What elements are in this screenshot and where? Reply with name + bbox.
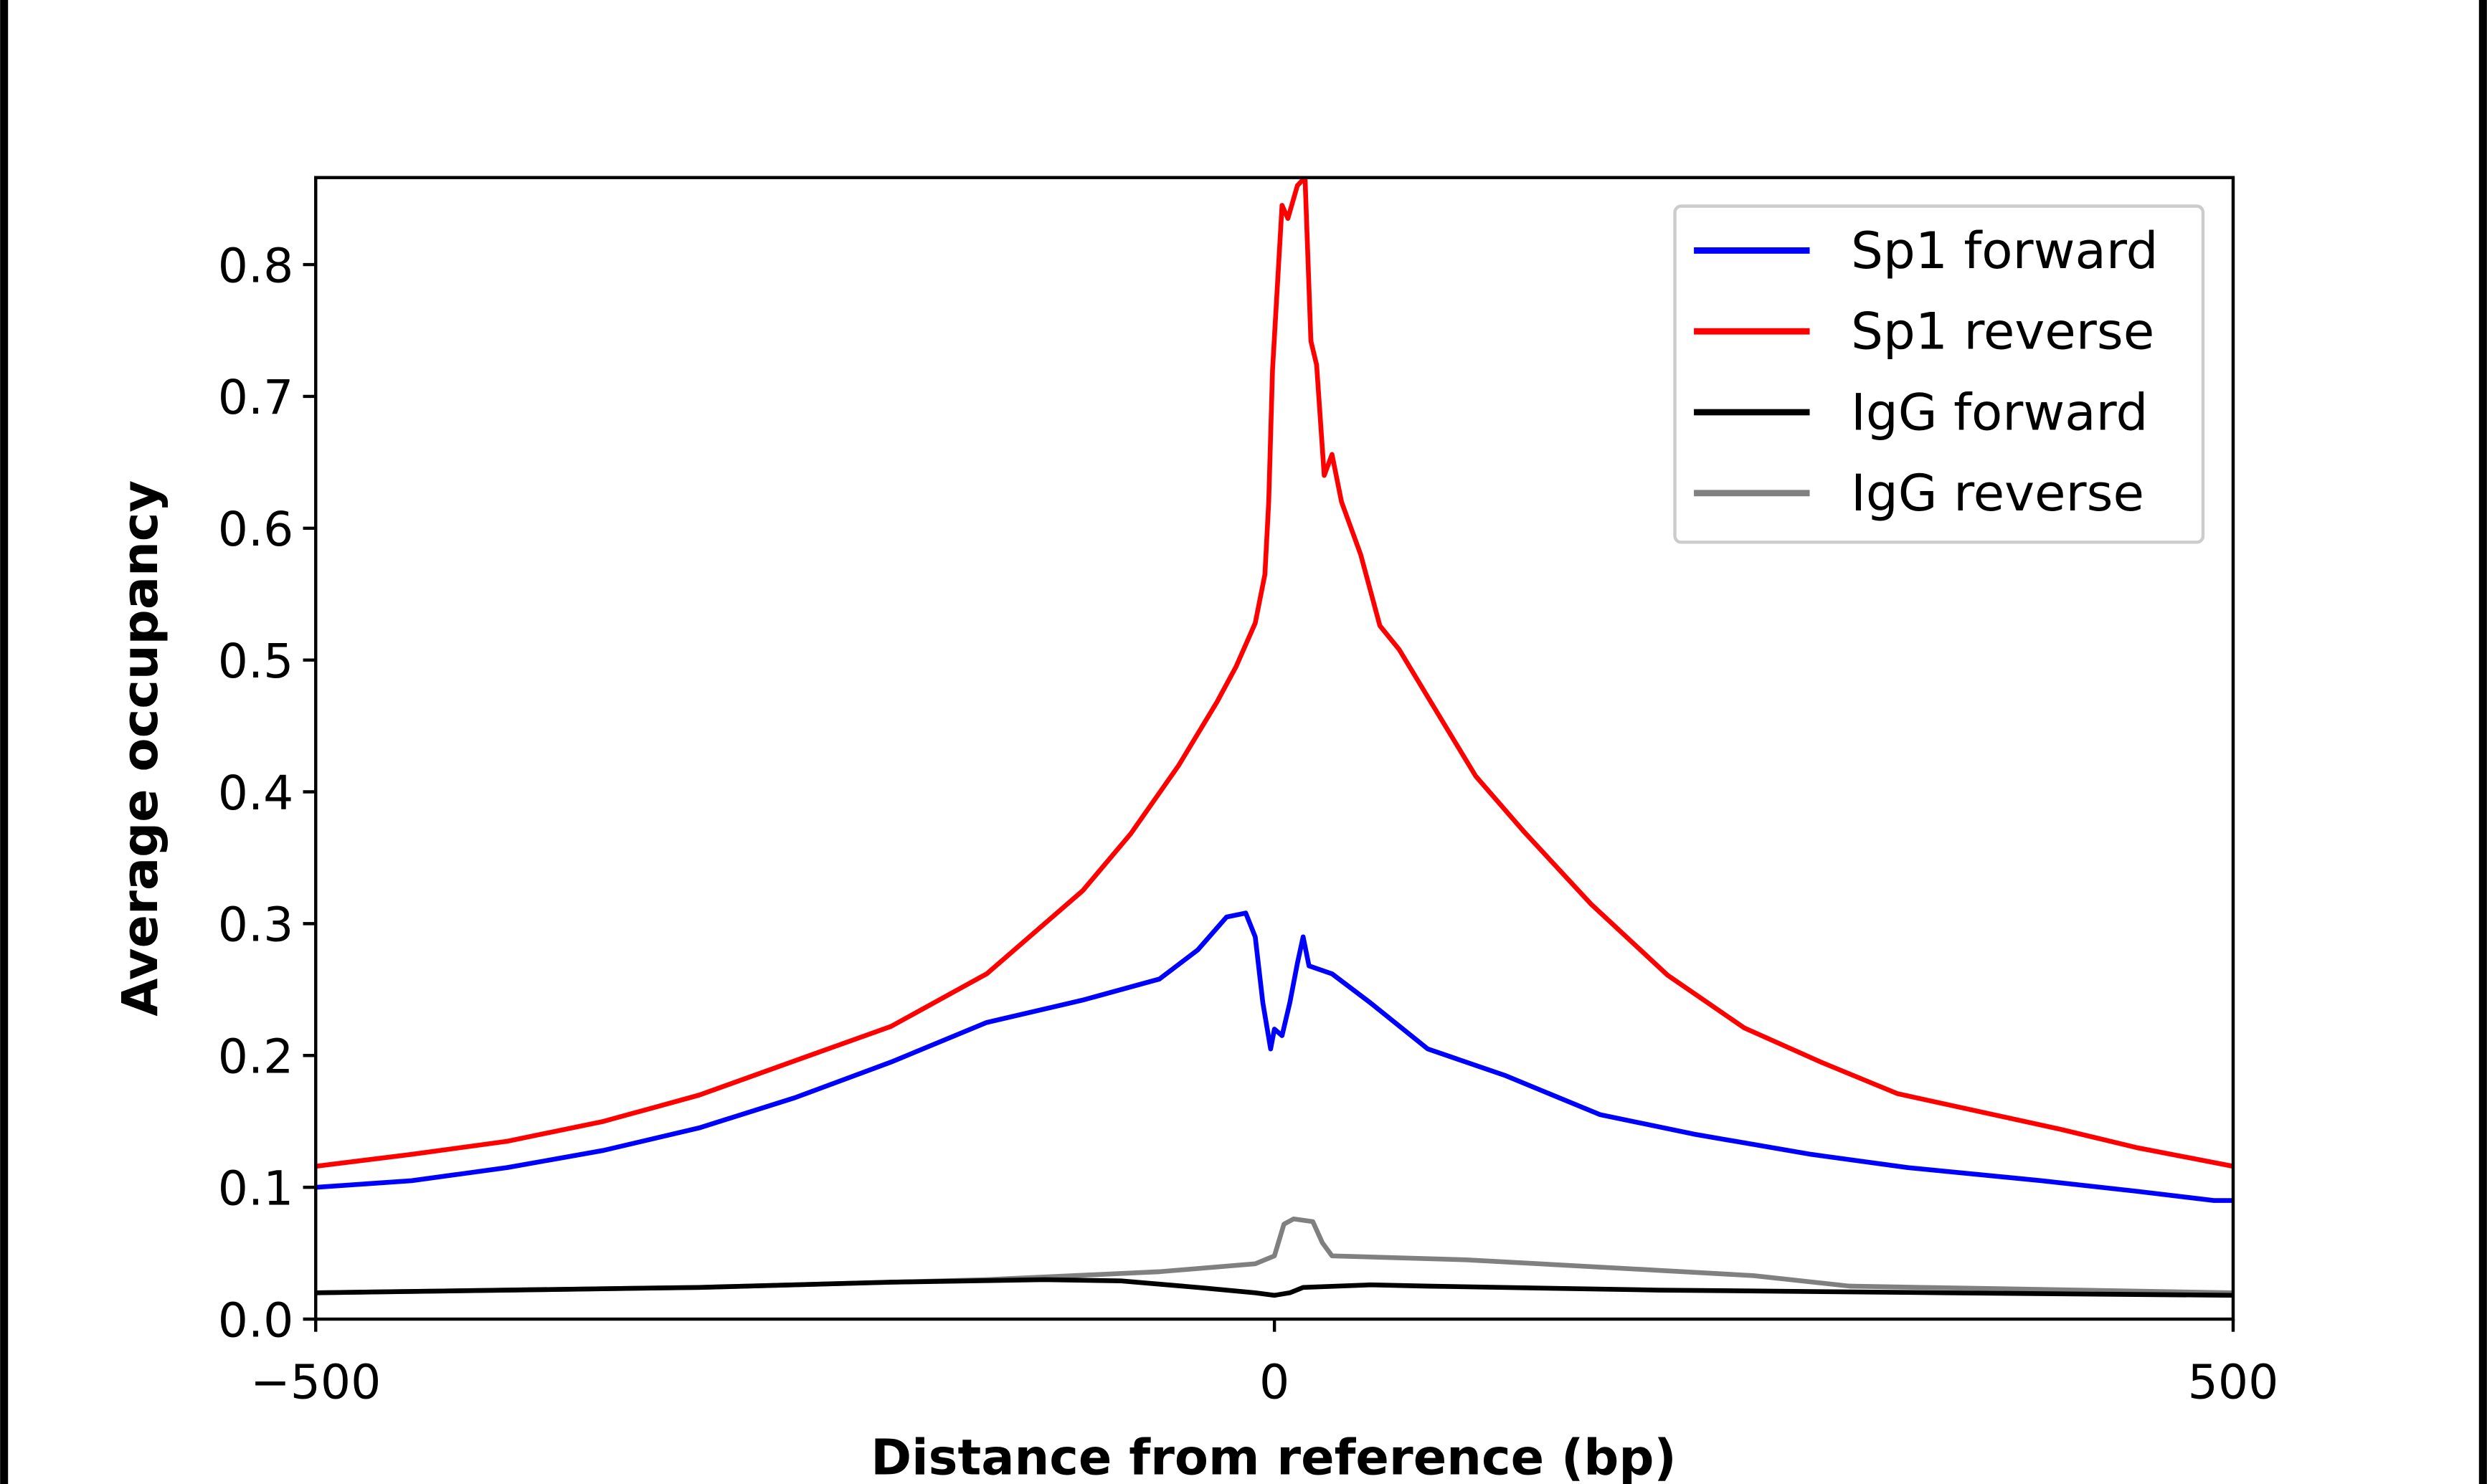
x-axis: −500 0 500	[250, 1319, 2278, 1410]
legend-label: IgG forward	[1851, 382, 2148, 442]
series-line-sp1-forward	[316, 910, 2234, 1203]
x-tick-label: 500	[2188, 1354, 2279, 1410]
right-border	[2478, 0, 2487, 1484]
series-line-igg-forward	[316, 1277, 2234, 1298]
y-tick-label: 0.8	[218, 237, 293, 293]
legend-label: Sp1 forward	[1851, 221, 2159, 280]
y-tick-label: 0.4	[218, 765, 293, 821]
y-tick-label: 0.6	[218, 501, 293, 557]
y-tick-label: 0.7	[218, 369, 293, 425]
x-tick-label: −500	[250, 1354, 381, 1410]
series-line-sp1-reverse	[316, 177, 2234, 1169]
legend-box	[1673, 204, 2205, 544]
x-tick-label: 0	[1259, 1354, 1289, 1410]
y-axis: 0.0 0.1 0.2 0.3 0.4 0.5 0.6 0.7 0.8	[218, 237, 316, 1348]
y-tick-label: 0.0	[218, 1292, 293, 1348]
y-axis-label: Average occupancy	[112, 480, 169, 1017]
y-tick-label: 0.3	[218, 897, 293, 953]
legend-label: IgG reverse	[1851, 463, 2144, 523]
x-axis-label: Distance from reference (bp)	[871, 1430, 1677, 1484]
legend: Sp1 forward Sp1 reverse IgG forward IgG rev…	[1673, 204, 2205, 544]
y-tick-label: 0.1	[218, 1160, 293, 1216]
y-tick-label: 0.2	[218, 1029, 293, 1085]
legend-label: Sp1 reverse	[1851, 302, 2154, 361]
y-tick-label: 0.5	[218, 633, 293, 689]
series-layer	[316, 177, 2234, 1298]
series-line-igg-reverse	[316, 1216, 2234, 1295]
left-border	[0, 0, 9, 1484]
